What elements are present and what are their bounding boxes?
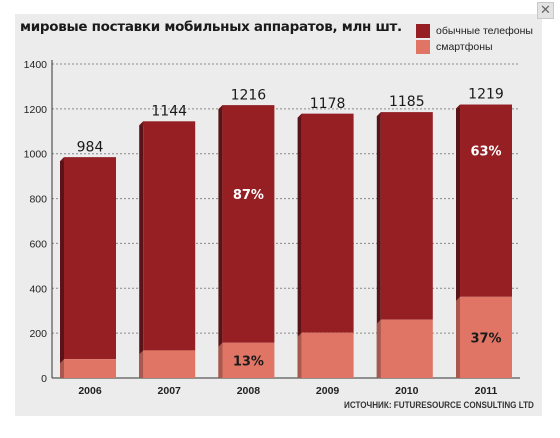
bar-side-smartphones-2007 [139,350,144,378]
total-label-2010: 1185 [389,94,425,110]
source-note: ИСТОЧНИК: FUTURESOURCE CONSULTING LTD [344,400,534,410]
bar-smartphones-2009 [301,332,354,378]
bar-smartphones-2011 [460,296,512,378]
total-label-2007: 1144 [151,103,187,119]
x-tick-label-2011: 2011 [475,385,498,397]
x-tick-label-2007: 2007 [158,385,182,397]
bar-side-smartphones-2006 [60,359,64,378]
bar-side-smartphones-2008 [218,342,223,378]
y-tick-label-0: 0 [41,373,47,385]
bar-side-smartphones-2011 [456,296,460,378]
y-tick-label-600: 600 [29,238,47,250]
bar-side-smartphones-2009 [297,332,302,378]
chart-title: мировые поставки мобильных аппаратов, мл… [20,19,402,35]
y-tick-label-1200: 1200 [24,104,48,116]
bar-regular-phones-2008 [222,105,275,343]
annotation-2011-regular-phones: 63% [470,145,501,160]
bar-regular-phones-2011 [460,104,512,297]
bar-regular-phones-2007 [143,121,196,351]
bar-regular-phones-2010 [380,112,433,320]
close-button[interactable]: ✕ [537,2,554,19]
legend-swatch-regular-phones [416,24,430,38]
annotation-2008-regular-phones: 87% [233,188,264,203]
y-tick-label-1400: 1400 [24,59,48,71]
bar-regular-phones-2006 [64,157,116,360]
bar-smartphones-2008 [222,342,275,378]
bar-side-2010 [376,112,381,378]
y-tick-label-1000: 1000 [24,149,48,161]
x-tick-label-2008: 2008 [237,385,261,397]
x-tick-label-2009: 2009 [316,385,340,397]
total-label-2011: 1219 [468,87,504,103]
y-tick-label-400: 400 [29,283,47,295]
legend-label-smartphones: смартфоны [436,41,493,53]
bar-smartphones-2006 [64,359,116,378]
annotation-2011-smartphones: 37% [470,331,501,346]
bar-smartphones-2007 [143,350,196,378]
bar-side-2006 [60,157,64,378]
bar-side-2007 [139,121,144,378]
legend-label-regular-phones: обычные телефоны [436,25,533,37]
bar-side-2009 [297,113,302,378]
total-label-2009: 1178 [310,96,346,112]
y-tick-label-200: 200 [29,328,47,340]
annotation-2008-smartphones: 13% [233,354,264,369]
legend-swatch-smartphones [416,40,430,54]
bar-side-smartphones-2010 [376,319,381,378]
bar-side-2008 [218,105,223,379]
bar-smartphones-2010 [380,319,433,378]
total-label-2006: 984 [77,139,104,155]
bar-regular-phones-2009 [301,113,354,333]
x-tick-label-2010: 2010 [395,385,419,397]
y-tick-label-800: 800 [29,194,47,206]
total-label-2008: 1216 [231,87,267,103]
x-tick-label-2006: 2006 [78,385,102,397]
